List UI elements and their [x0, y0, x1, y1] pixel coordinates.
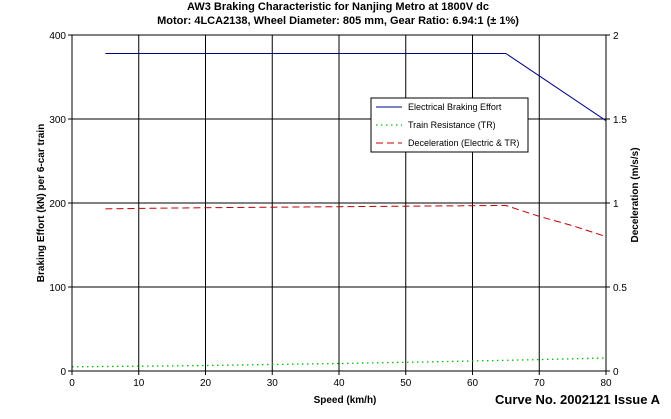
y-tick-label-left: 200 — [49, 199, 66, 210]
curve-number-footer: Curve No. 2002121 Issue A — [495, 392, 661, 407]
legend-label-3: Deceleration (Electric & TR) — [408, 138, 519, 148]
x-tick-label: 70 — [534, 378, 546, 389]
series-lines — [71, 53, 607, 368]
y-tick-label-left: 400 — [49, 31, 66, 42]
y-tick-label-right: 2 — [613, 31, 619, 42]
legend: Electrical Braking Effort Train Resistanc… — [370, 97, 529, 153]
x-tick-label: 10 — [133, 378, 145, 389]
x-tick-label: 40 — [333, 378, 345, 389]
x-tick-label: 0 — [69, 378, 75, 389]
series-line-3 — [105, 204, 607, 238]
legend-items: Electrical Braking Effort Train Resistanc… — [376, 102, 519, 148]
y-tick-label-left: 300 — [49, 115, 66, 126]
y-tick-label-right: 0.5 — [613, 283, 627, 294]
x-tick-label: 80 — [600, 378, 612, 389]
chart-title: AW3 Braking Characteristic for Nanjing M… — [187, 1, 489, 13]
x-tick-label: 60 — [467, 378, 479, 389]
legend-label-1: Electrical Braking Effort — [408, 102, 502, 112]
y-axis-label-right: Deceleration (m/s/s) — [630, 147, 641, 242]
x-tick-label: 50 — [400, 378, 412, 389]
y-tick-label-left: 0 — [60, 367, 66, 378]
legend-label-2: Train Resistance (TR) — [408, 120, 496, 130]
x-tick-label: 20 — [200, 378, 212, 389]
y-tick-label-right: 1.5 — [613, 115, 627, 126]
y-tick-label-right: 0 — [613, 367, 619, 378]
y-axis-label-left: Braking Effort (kN) per 6-car train — [36, 124, 47, 282]
chart-subtitle: Motor: 4LCA2138, Wheel Diameter: 805 mm,… — [157, 15, 519, 27]
x-tick-label: 30 — [267, 378, 279, 389]
series-line-2 — [71, 357, 607, 368]
y-tick-label-right: 1 — [613, 199, 619, 210]
x-axis-label: Speed (km/h) — [314, 395, 377, 406]
y-tick-label-left: 100 — [49, 283, 66, 294]
plot-frame — [71, 34, 607, 372]
series-line-1 — [105, 53, 607, 122]
